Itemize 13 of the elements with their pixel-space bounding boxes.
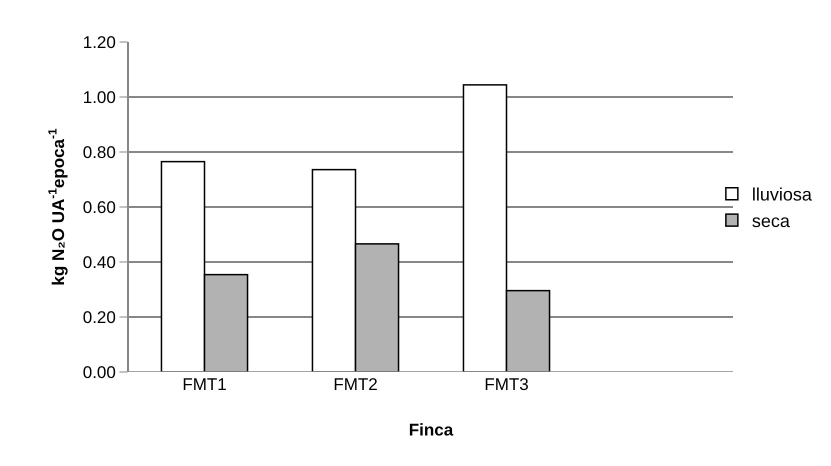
y-tick-label: 0.60 <box>82 198 116 217</box>
y-tick-label: 1.00 <box>82 88 116 107</box>
y-tick-label: 0.40 <box>82 252 116 272</box>
y-tick-label: 0.80 <box>82 142 116 162</box>
legend-label: seca <box>752 211 791 232</box>
y-tick-label: 0.20 <box>82 308 116 327</box>
y-tick-label: 1.20 <box>82 32 116 52</box>
y-tick-label: 0.00 <box>82 362 116 382</box>
x-tick-label: FMT2 <box>333 375 378 394</box>
x-tick-label: FMT1 <box>182 375 227 394</box>
x-tick-label: FMT3 <box>484 375 529 394</box>
legend-label: lluviosa <box>752 184 813 205</box>
x-axis-title: Finca <box>408 420 454 440</box>
